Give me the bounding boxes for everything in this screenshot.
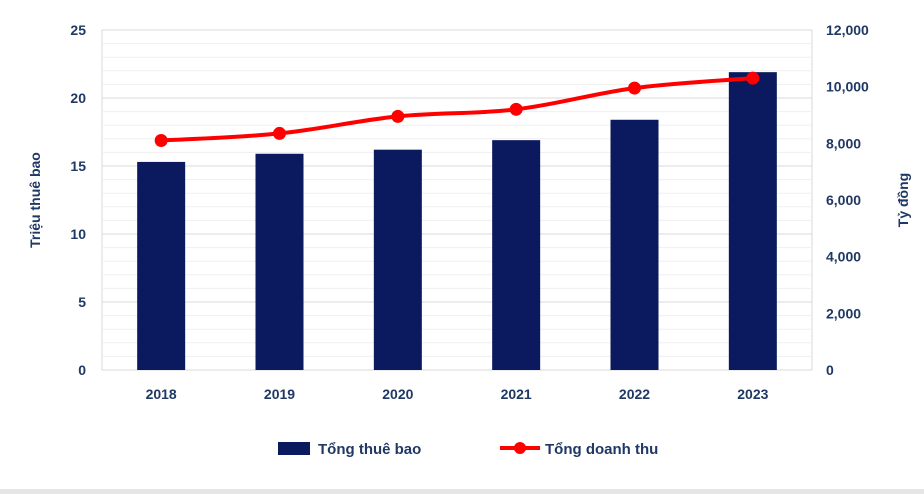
line-point [154,134,168,147]
right-tick-label: 6,000 [826,192,861,208]
right-tick-label: 0 [826,362,834,378]
left-tick-label: 10 [70,226,86,242]
line-series [154,71,760,147]
x-tick-label: 2023 [737,386,768,402]
bar [373,149,422,370]
line-point [391,109,405,123]
bar [255,153,304,370]
right-tick-label: 4,000 [826,249,861,265]
legend-label-line: Tổng doanh thu [545,441,658,458]
right-tick-label: 8,000 [826,135,861,151]
left-axis-ticks: 0 5 10 15 20 25 [70,22,86,378]
x-axis-ticks: 2018 2019 2020 2021 2022 2023 [146,386,769,402]
bar [728,72,777,370]
x-tick-label: 2022 [619,386,650,402]
bar [492,140,541,370]
line-point [746,71,760,85]
bottom-divider [0,489,924,494]
line-point [628,81,641,95]
legend-swatch-bar [278,442,310,455]
left-tick-label: 25 [70,22,86,38]
x-tick-label: 2020 [382,386,413,402]
legend-swatch-marker [514,442,526,454]
x-tick-label: 2019 [264,386,295,402]
right-tick-label: 2,000 [826,305,861,321]
left-axis-title: Triệu thuê bao [27,152,43,248]
left-tick-label: 0 [78,362,86,378]
plot-frame [101,29,813,371]
right-tick-label: 10,000 [826,79,869,95]
left-tick-label: 5 [78,294,86,310]
left-tick-label: 15 [70,158,86,174]
line-point [273,126,286,140]
x-tick-label: 2021 [501,386,532,402]
legend: Tổng thuê bao Tổng doanh thu [278,441,658,458]
line-point [509,102,523,116]
right-axis-ticks: 0 2,000 4,000 6,000 8,000 10,000 12,000 [826,22,869,378]
bar [137,161,186,370]
bar [610,119,659,370]
series-line [161,76,753,143]
right-axis-title: Tỷ đồng [895,173,911,227]
legend-label-bar: Tổng thuê bao [318,441,421,458]
right-tick-label: 12,000 [826,22,869,38]
left-tick-label: 20 [70,90,86,106]
x-tick-label: 2018 [146,386,177,402]
bar-series [137,72,777,370]
